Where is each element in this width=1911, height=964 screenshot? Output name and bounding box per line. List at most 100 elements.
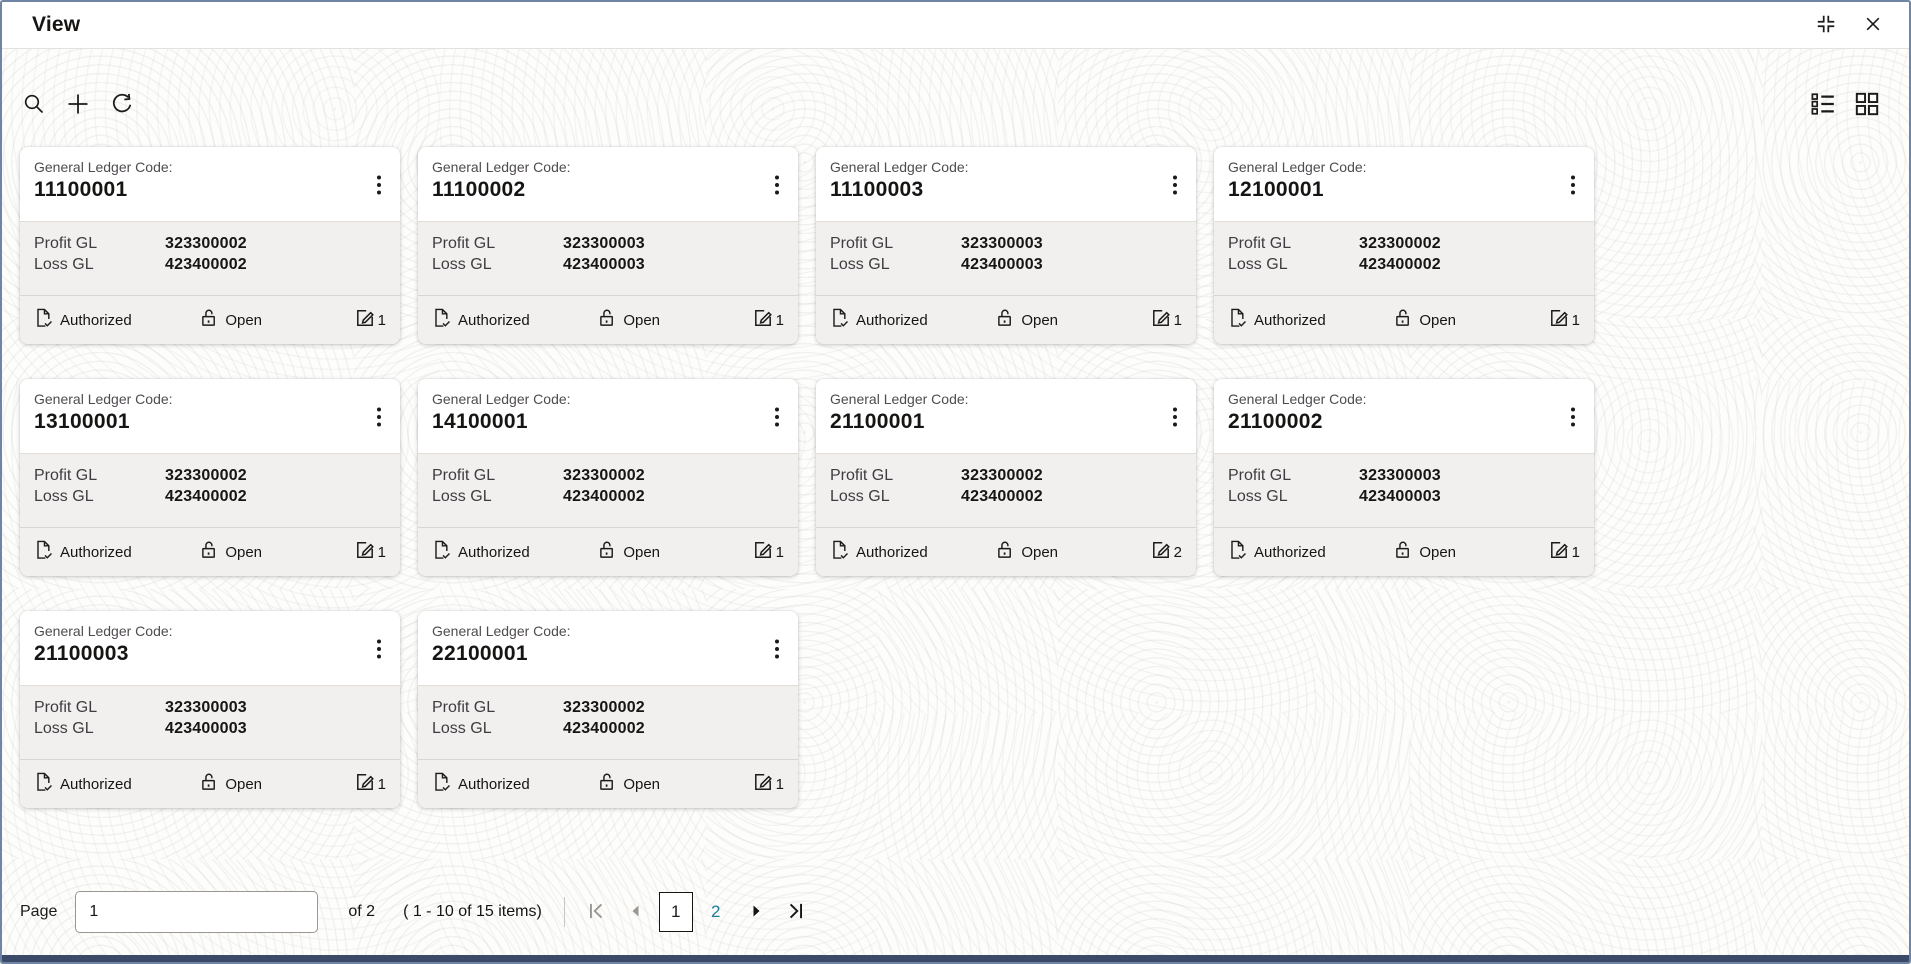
content-area: General Ledger Code: 11100001 Profit GL … <box>2 49 1909 955</box>
status-label: Authorized <box>60 775 132 793</box>
card-menu-button[interactable] <box>364 635 394 665</box>
card-menu-button[interactable] <box>364 403 394 433</box>
first-page-button[interactable] <box>579 893 613 931</box>
close-button[interactable] <box>1863 14 1883 37</box>
status-badge: Authorized <box>34 540 132 564</box>
status-label: Authorized <box>1254 543 1326 561</box>
state-badge: Open <box>598 772 660 796</box>
gl-card: General Ledger Code: 13100001 Profit GL … <box>20 379 400 576</box>
open-lock-icon <box>598 772 616 796</box>
state-label: Open <box>623 775 661 793</box>
page-count-label: of 2 <box>348 903 376 920</box>
kebab-menu-icon <box>369 638 389 663</box>
grid-view-button[interactable] <box>1849 87 1885 123</box>
card-footer: Authorized Open <box>20 527 400 576</box>
state-label: Open <box>1419 311 1457 329</box>
loss-gl-value: 423400002 <box>563 720 645 737</box>
card-menu-button[interactable] <box>1160 171 1190 201</box>
profit-gl-row: Profit GL 323300003 <box>830 233 1182 254</box>
page-title: View <box>32 13 81 36</box>
edit-count-badge: 1 <box>355 540 386 564</box>
authorized-document-check-icon <box>830 540 849 564</box>
bottom-accent-bar <box>2 955 1909 962</box>
profit-gl-row: Profit GL 323300002 <box>34 233 386 254</box>
state-label: Open <box>1021 311 1059 329</box>
pagination-divider <box>563 897 565 927</box>
card-header: General Ledger Code: 13100001 <box>20 379 400 453</box>
kebab-menu-icon <box>1165 174 1185 199</box>
loss-gl-label: Loss GL <box>1228 488 1288 505</box>
kebab-menu-icon <box>767 174 787 199</box>
edit-count-badge: 1 <box>1151 308 1182 332</box>
state-label: Open <box>225 543 263 561</box>
page-1-button[interactable]: 1 <box>658 892 693 932</box>
profit-gl-row: Profit GL 323300002 <box>432 465 784 486</box>
profit-gl-row: Profit GL 323300002 <box>432 697 784 718</box>
gl-code-value: 21100001 <box>830 410 925 433</box>
edit-count-value: 1 <box>1571 311 1580 329</box>
code-label: General Ledger Code: <box>1228 391 1367 407</box>
open-lock-icon <box>1394 540 1412 564</box>
gl-code-value: 11100003 <box>830 178 924 201</box>
card-body: Profit GL 323300002 Loss GL 423400002 <box>1214 221 1594 295</box>
open-lock-icon <box>598 308 616 332</box>
page-number-input[interactable] <box>75 891 319 933</box>
previous-page-button[interactable] <box>619 893 653 931</box>
card-header: General Ledger Code: 11100002 <box>418 147 798 221</box>
profit-gl-row: Profit GL 323300003 <box>1228 465 1580 486</box>
gl-card: General Ledger Code: 12100001 Profit GL … <box>1214 147 1594 344</box>
card-menu-button[interactable] <box>1160 403 1190 433</box>
loss-gl-label: Loss GL <box>830 488 890 505</box>
search-button[interactable] <box>16 87 52 123</box>
loss-gl-label: Loss GL <box>432 488 492 505</box>
profit-gl-label: Profit GL <box>830 467 894 484</box>
toolbar-left <box>16 87 140 123</box>
card-header: General Ledger Code: 22100001 <box>418 611 798 685</box>
kebab-menu-icon <box>1165 406 1185 431</box>
card-header: General Ledger Code: 11100001 <box>20 147 400 221</box>
card-header: General Ledger Code: 12100001 <box>1214 147 1594 221</box>
add-button[interactable] <box>60 87 96 123</box>
refresh-button[interactable] <box>104 87 140 123</box>
gl-card: General Ledger Code: 22100001 Profit GL … <box>418 611 798 808</box>
loss-gl-value: 423400002 <box>165 256 247 273</box>
state-label: Open <box>1419 543 1457 561</box>
loss-gl-value: 423400002 <box>961 488 1043 505</box>
authorized-document-check-icon <box>432 772 451 796</box>
loss-gl-row: Loss GL 423400002 <box>1228 254 1580 275</box>
loss-gl-row: Loss GL 423400003 <box>432 254 784 275</box>
restore-button[interactable] <box>1815 13 1837 38</box>
card-header: General Ledger Code: 21100003 <box>20 611 400 685</box>
kebab-menu-icon <box>369 406 389 431</box>
card-grid: General Ledger Code: 11100001 Profit GL … <box>2 141 1909 808</box>
loss-gl-label: Loss GL <box>34 720 94 737</box>
last-page-button[interactable] <box>779 893 813 931</box>
kebab-menu-icon <box>1563 406 1583 431</box>
profit-gl-label: Profit GL <box>34 699 98 716</box>
card-menu-button[interactable] <box>762 635 792 665</box>
edit-count-value: 2 <box>1173 543 1182 561</box>
page-2-button[interactable]: 2 <box>699 892 733 932</box>
edit-square-pencil-icon <box>1549 308 1569 332</box>
card-footer: Authorized Open <box>816 527 1196 576</box>
card-menu-button[interactable] <box>762 403 792 433</box>
card-menu-button[interactable] <box>364 171 394 201</box>
profit-gl-value: 323300002 <box>563 467 645 484</box>
loss-gl-value: 423400002 <box>1359 256 1441 273</box>
status-badge: Authorized <box>432 540 530 564</box>
edit-square-pencil-icon <box>355 308 375 332</box>
edit-count-badge: 1 <box>753 540 784 564</box>
kebab-menu-icon <box>1563 174 1583 199</box>
status-label: Authorized <box>60 543 132 561</box>
next-page-button[interactable] <box>739 893 773 931</box>
card-menu-button[interactable] <box>1558 403 1588 433</box>
code-label: General Ledger Code: <box>830 159 969 175</box>
gl-code-value: 13100001 <box>34 410 130 433</box>
list-view-button[interactable] <box>1805 87 1841 123</box>
card-menu-button[interactable] <box>1558 171 1588 201</box>
card-menu-button[interactable] <box>762 171 792 201</box>
edit-square-pencil-icon <box>1151 540 1171 564</box>
card-body: Profit GL 323300002 Loss GL 423400002 <box>418 685 798 759</box>
loss-gl-value: 423400002 <box>165 488 247 505</box>
gl-code-value: 14100001 <box>432 410 528 433</box>
